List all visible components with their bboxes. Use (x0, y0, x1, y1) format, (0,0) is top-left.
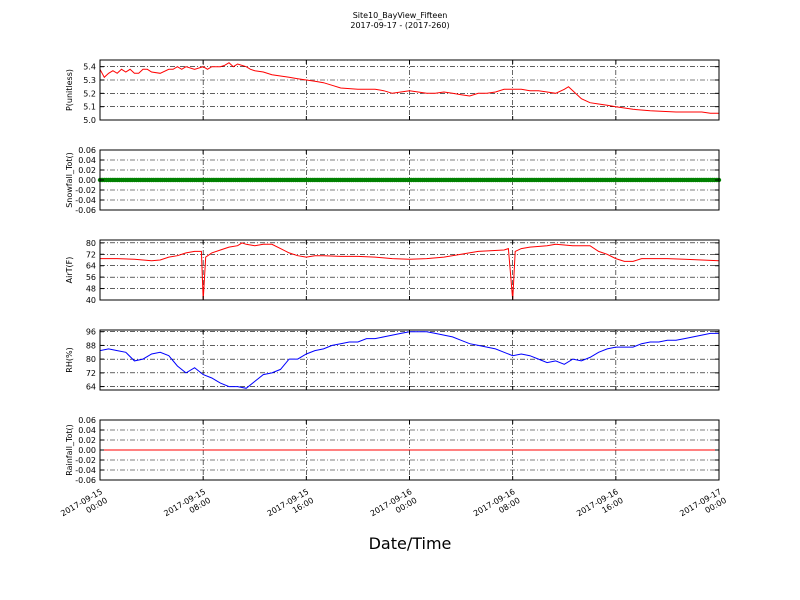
x-axis-title: Date/Time (368, 534, 452, 553)
y-axis-label: P(unitless) (65, 69, 74, 111)
y-tick-label: 0.06 (78, 146, 96, 155)
y-tick-label: 48 (86, 285, 96, 294)
y-tick-label: -0.02 (75, 186, 96, 195)
y-tick-label: 5.3 (83, 76, 96, 85)
y-tick-label: -0.06 (75, 476, 96, 485)
y-axis-label: Snowfall_Tot() (65, 152, 74, 208)
y-tick-label: 80 (86, 239, 96, 248)
y-tick-label: 5.4 (83, 63, 96, 72)
y-tick-label: 80 (86, 355, 96, 364)
y-tick-label: 5.2 (83, 89, 96, 98)
y-tick-label: 0.00 (78, 446, 96, 455)
y-tick-label: 0.06 (78, 416, 96, 425)
y-axis-label: Rainfall_Tot() (65, 424, 74, 476)
y-tick-label: 0.00 (78, 176, 96, 185)
y-tick-label: -0.04 (75, 196, 96, 205)
y-tick-label: 96 (86, 328, 96, 337)
chart-title: Site10_BayView_Fifteen (352, 11, 448, 20)
y-tick-label: 0.02 (78, 436, 96, 445)
y-tick-label: -0.06 (75, 206, 96, 215)
y-tick-label: 72 (86, 250, 96, 259)
y-tick-label: 5.0 (83, 116, 96, 125)
y-tick-label: 64 (86, 383, 96, 392)
y-tick-label: 0.04 (78, 156, 96, 165)
series-line-3 (99, 331, 719, 389)
y-axis-label: RH(%) (65, 347, 74, 372)
y-tick-label: 0.02 (78, 166, 96, 175)
y-tick-label: -0.04 (75, 466, 96, 475)
y-tick-label: 0.04 (78, 426, 96, 435)
y-tick-label: 72 (86, 369, 96, 378)
y-axis-label: AirT(F) (65, 257, 74, 284)
y-tick-label: -0.02 (75, 456, 96, 465)
y-tick-label: 88 (86, 341, 96, 350)
y-tick-label: 40 (86, 296, 96, 305)
chart-subtitle: 2017-09-17 - (2017-260) (350, 21, 450, 30)
series-line-2 (100, 242, 720, 301)
y-tick-label: 5.1 (83, 103, 96, 112)
series-line-0 (99, 62, 719, 114)
y-tick-label: 56 (86, 273, 96, 282)
y-tick-label: 64 (86, 262, 96, 271)
